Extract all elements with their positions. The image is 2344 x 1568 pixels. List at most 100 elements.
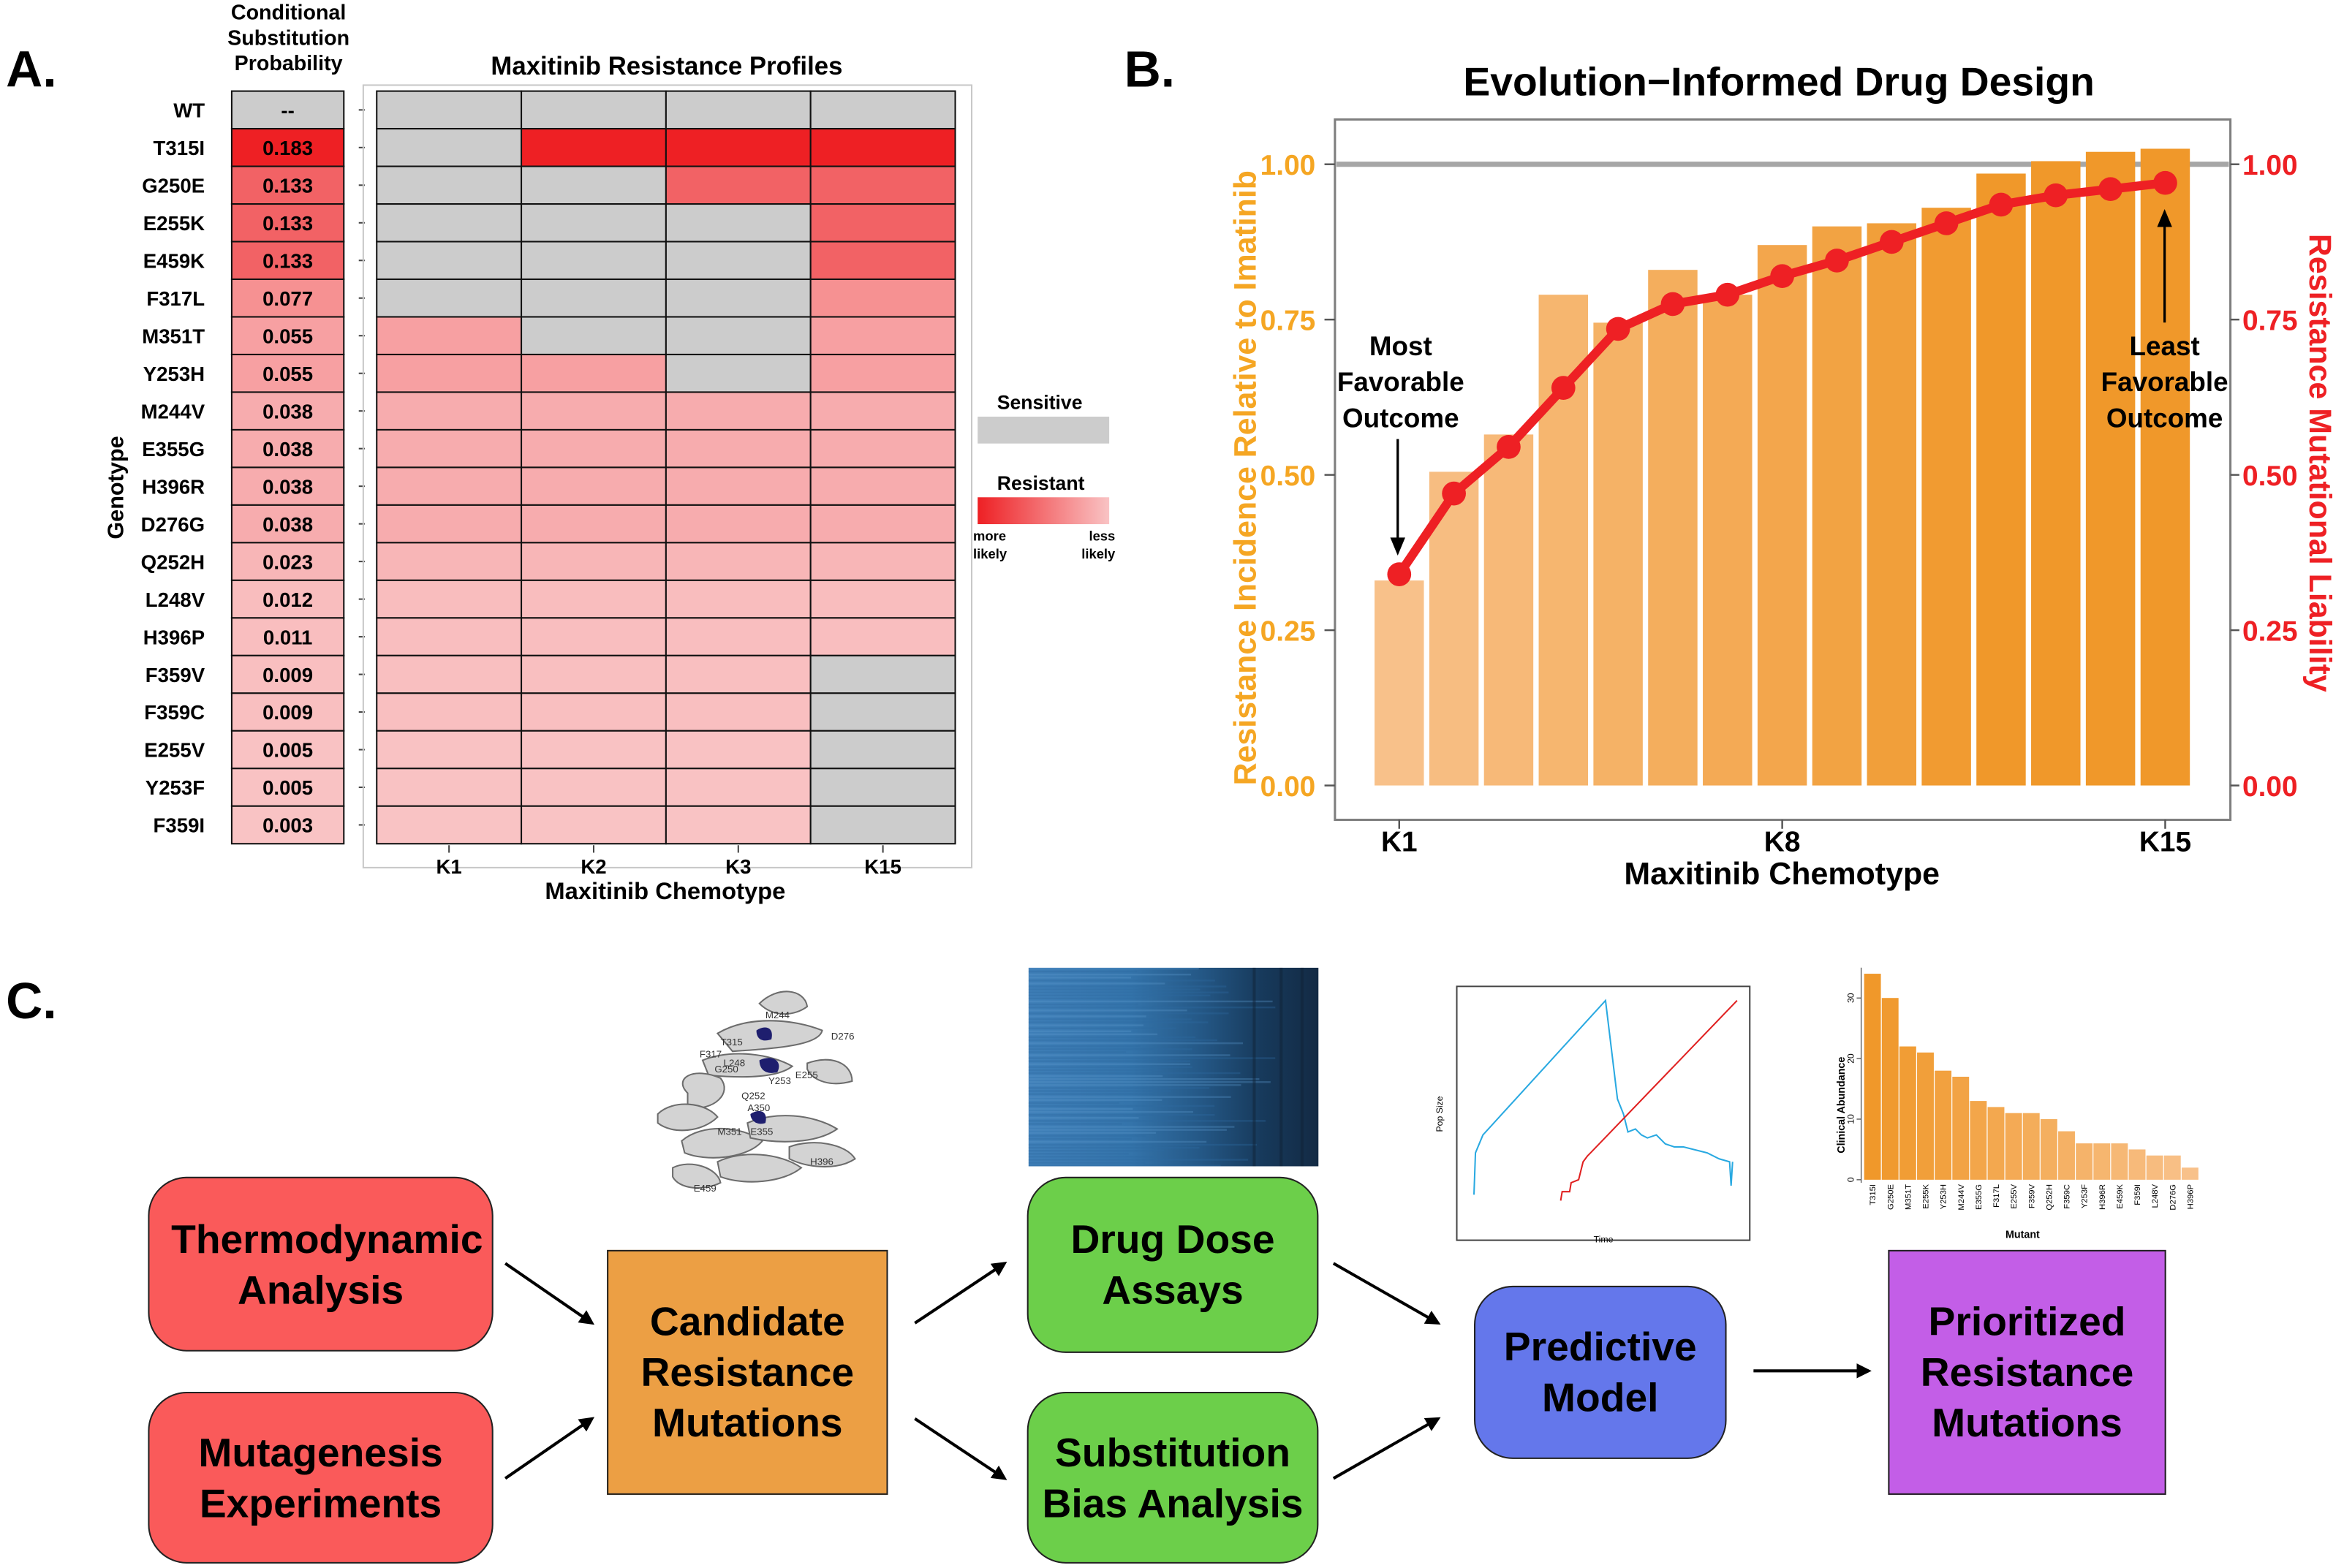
residue-label: Q252 <box>741 1091 765 1102</box>
panel-c-label: C. <box>6 973 57 1031</box>
heatmap-cell <box>665 391 812 431</box>
genotype-label: T315I <box>154 137 205 159</box>
probability-value: 0.038 <box>262 475 313 498</box>
mini-x-tick-label: E255K <box>1922 1183 1931 1208</box>
residue-label: G250 <box>714 1064 738 1075</box>
mini-x-tick-label: M244V <box>1957 1183 1966 1210</box>
sensitive-population-line <box>1472 999 1734 1195</box>
heatmap-cell <box>665 240 812 281</box>
heatmap-cell <box>521 504 667 544</box>
mini-x-tick-label: M351T <box>1904 1184 1913 1210</box>
genotype-label: F359C <box>144 701 205 724</box>
dose-stripe <box>1028 1084 1241 1086</box>
heatmap-cell <box>521 768 667 807</box>
dose-stripe <box>1028 988 1201 991</box>
clinical-abundance-bar <box>2058 1131 2075 1180</box>
residue-label: D276 <box>831 1031 855 1042</box>
least-favorable-arrowhead <box>2157 209 2172 227</box>
heatmap-cell <box>521 805 667 845</box>
dose-stripe <box>1028 982 1165 985</box>
clinical-abundance-bar <box>1917 1052 1934 1180</box>
residue-label: E355 <box>750 1126 773 1137</box>
drug-dose-assays-box: Drug Dose Assays <box>1027 1176 1319 1353</box>
genotype-label: E459K <box>143 249 205 272</box>
residue-label: M244 <box>765 1010 790 1020</box>
dose-stripe <box>1028 1135 1146 1137</box>
right-y-tick-label: 0.50 <box>2242 461 2298 492</box>
genotype-label: E255K <box>143 212 205 235</box>
clinical-abundance-bar <box>1935 1070 1952 1180</box>
clinical-abundance-bar <box>2128 1149 2146 1180</box>
dose-stripe <box>1028 1129 1227 1131</box>
probability-cell <box>230 278 345 318</box>
b-x-tick-label: K15 <box>2139 826 2191 857</box>
legend-sensitive-swatch <box>978 416 1110 444</box>
panel-b-title: Evolution−Informed Drug Design <box>1463 59 2095 105</box>
b-x-tick-label: K8 <box>1764 826 1801 857</box>
dose-stripe <box>1028 1113 1215 1116</box>
probability-value: 0.055 <box>262 325 313 347</box>
dose-stripe <box>1028 1077 1260 1080</box>
liability-point <box>1551 376 1576 400</box>
liability-point <box>1387 562 1412 586</box>
clinical-abundance-bar <box>2181 1167 2199 1180</box>
mini-x-tick-label: Y253F <box>2081 1184 2090 1208</box>
resistance-incidence-bar <box>1375 580 1424 786</box>
drug-dose-assays-text: Drug Dose Assays <box>1070 1216 1275 1313</box>
heatmap-cell <box>809 542 956 581</box>
probability-value: 0.183 <box>262 137 313 159</box>
residue-label: Y253 <box>768 1075 791 1086</box>
dose-stripe <box>1028 1066 1192 1069</box>
heatmap-cell <box>809 278 956 318</box>
resistant-population-line <box>1559 1000 1738 1201</box>
left-y-tick-label: 1.00 <box>1260 150 1316 181</box>
panel-a-label: A. <box>6 42 57 99</box>
clinical-abundance-bar <box>2146 1155 2163 1180</box>
dose-stripe <box>1028 1006 1276 1009</box>
heatmap-cell <box>376 203 523 243</box>
clinical-abundance-bar <box>2022 1113 2040 1180</box>
heatmap-cell <box>376 240 523 281</box>
liability-point <box>2153 170 2177 195</box>
mini-x-tick-label: E355G <box>1975 1184 1984 1210</box>
mini-x-tick-label: E255V <box>2010 1183 2019 1208</box>
dose-stripe <box>1028 1039 1218 1042</box>
liability-point <box>1606 317 1630 341</box>
dose-stripe <box>1028 1072 1241 1075</box>
heatmap-cell <box>376 654 523 694</box>
legend-sensitive-label: Sensitive <box>997 391 1083 414</box>
heatmap-cell <box>809 240 956 281</box>
dose-stripe <box>1028 1042 1244 1045</box>
genotype-label: G250E <box>142 175 205 197</box>
probability-cell <box>230 128 345 167</box>
dose-stripe <box>1028 997 1148 1000</box>
heatmap-cell <box>665 278 812 318</box>
mini-x-tick-label: H396R <box>2098 1184 2107 1210</box>
heatmap-cell <box>521 617 667 656</box>
dose-stripe <box>1028 1051 1127 1053</box>
b-x-tick-label: K1 <box>1381 826 1418 857</box>
probability-value: 0.038 <box>262 513 313 536</box>
genotype-label: M244V <box>141 400 205 423</box>
liability-point <box>1770 264 1794 289</box>
clinical-abundance-bar <box>1987 1107 2005 1180</box>
chemotype-label: K1 <box>436 855 462 878</box>
probability-value: 0.133 <box>262 212 313 235</box>
liability-point <box>1660 292 1685 317</box>
probability-value: 0.009 <box>262 664 313 686</box>
liability-point <box>2098 177 2122 202</box>
clinical-abundance-bar <box>2076 1143 2093 1180</box>
mini-x-tick-label: D276G <box>2169 1184 2177 1211</box>
dose-stripe <box>1028 1030 1132 1033</box>
b-x-axis-label: Maxitinib Chemotype <box>1624 856 1940 891</box>
residue-label: E255 <box>795 1069 818 1080</box>
mini-y-tick-label: 10 <box>1845 1114 1856 1124</box>
clinical-abundance-bar <box>1864 974 1881 1180</box>
right-axis-label: Resistance Mutational Liability <box>2302 234 2337 692</box>
probability-value: 0.077 <box>262 287 313 310</box>
dose-stripe <box>1028 1099 1162 1101</box>
probability-cell <box>230 730 345 770</box>
dose-column-divider <box>1300 967 1304 1167</box>
liability-point <box>1879 230 1904 254</box>
